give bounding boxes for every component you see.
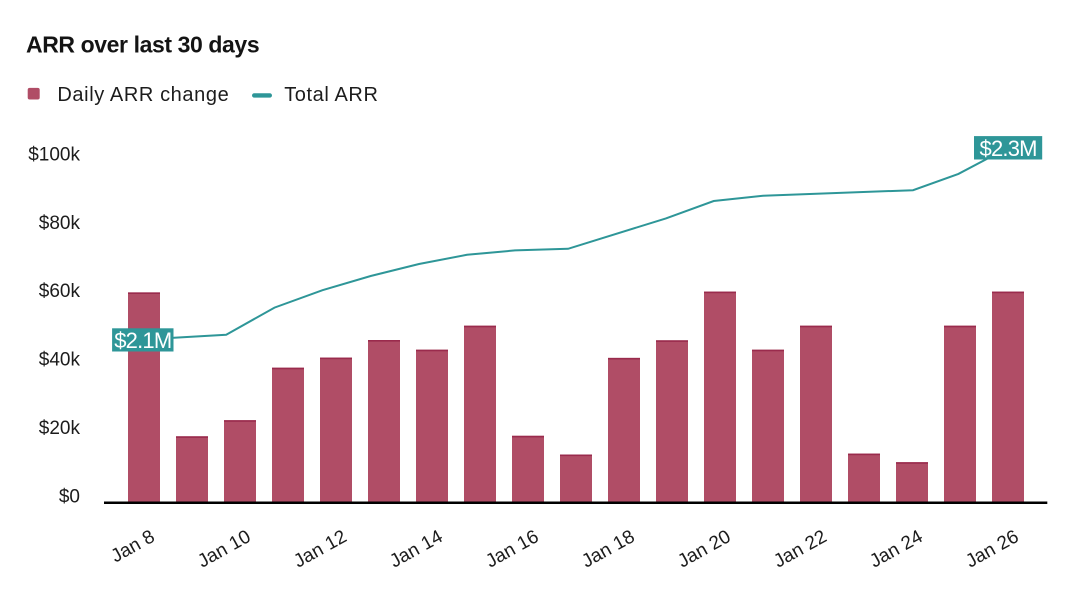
svg-text:$60k: $60k [39,281,81,302]
svg-text:$20k: $20k [39,418,81,439]
svg-text:$2.1M: $2.1M [114,328,171,353]
svg-text:$40k: $40k [39,350,81,371]
svg-text:$80k: $80k [39,213,81,234]
svg-text:$100k: $100k [28,144,80,165]
svg-text:$2.3M: $2.3M [980,136,1037,161]
svg-text:Total ARR: Total ARR [284,84,378,106]
svg-text:ARR over last 30 days: ARR over last 30 days [26,32,259,58]
svg-text:$0: $0 [59,486,80,507]
svg-text:Daily ARR change: Daily ARR change [57,84,229,106]
